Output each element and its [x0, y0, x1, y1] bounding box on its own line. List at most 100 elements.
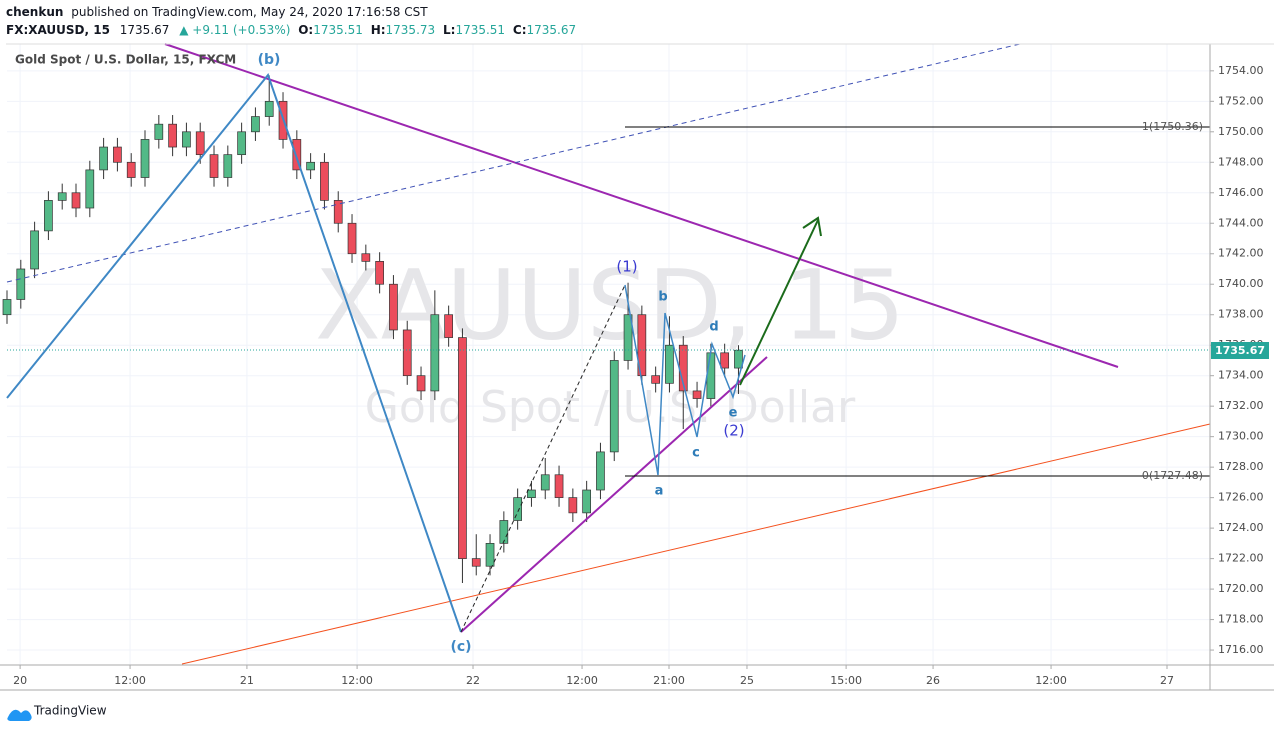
wave-line — [460, 284, 626, 633]
y-tick-label: 1750.00 — [1218, 125, 1264, 138]
ohlc-label: C: — [513, 23, 527, 37]
candle-body — [209, 154, 219, 178]
y-tick-label: 1754.00 — [1218, 64, 1264, 77]
wave-line — [624, 284, 746, 476]
candle-body — [375, 261, 384, 285]
y-tick-label: 1746.00 — [1218, 186, 1264, 199]
header-line: chenkun published on TradingView.com, Ma… — [6, 5, 428, 19]
x-tick-label: 27 — [1160, 674, 1174, 687]
candle-body — [513, 497, 522, 521]
candle-body — [554, 474, 564, 498]
candle-body — [237, 131, 246, 156]
price-tag-label: 1735.67 — [1215, 344, 1265, 357]
chart-title: Gold Spot / U.S. Dollar, 15, FXCM — [15, 53, 236, 67]
price-axis-bg — [1210, 44, 1274, 690]
ohlc-value: 1735.67 — [527, 23, 577, 37]
grid — [7, 44, 1210, 665]
x-tick-label: 25 — [740, 674, 754, 687]
candle-body — [306, 161, 315, 171]
candle-body — [458, 337, 467, 559]
candle-body — [665, 344, 674, 384]
y-tick-label: 1720.00 — [1218, 582, 1264, 595]
candle-body — [637, 314, 647, 377]
candle-body — [499, 520, 509, 544]
candle-body — [251, 116, 260, 133]
wave-line — [6, 72, 462, 633]
ohlc-value: 1735.73 — [386, 23, 436, 37]
y-tick-label: 1738.00 — [1218, 308, 1264, 321]
wave-label: a — [655, 484, 664, 499]
candle-body — [30, 230, 39, 270]
logo — [7, 709, 32, 721]
arrow — [739, 219, 819, 386]
wave-label: e — [729, 406, 738, 421]
wave-label: c — [692, 446, 700, 461]
y-tick-label: 1716.00 — [1218, 643, 1264, 656]
candle-body — [195, 131, 205, 156]
candle-body — [389, 283, 398, 331]
brand: TradingView — [33, 704, 107, 718]
wave-label: b — [658, 290, 667, 305]
candle-body — [2, 299, 12, 316]
candle-body — [333, 200, 343, 224]
fib-label: 1(1750.36) — [1142, 120, 1203, 133]
y-tick-label: 1748.00 — [1218, 155, 1264, 168]
candle-body — [113, 146, 122, 163]
price-tag — [1211, 342, 1269, 359]
candle-body — [168, 123, 177, 148]
y-tick-label: 1728.00 — [1218, 460, 1264, 473]
y-tick-label: 1752.00 — [1218, 94, 1264, 107]
candle-body — [71, 192, 81, 209]
drawings — [6, 43, 1211, 665]
candle-body — [596, 451, 605, 491]
candle-body — [154, 123, 164, 140]
change: ▲ +9.11 (+0.53%) — [179, 23, 290, 37]
candle-body — [609, 360, 619, 453]
channel-line — [181, 423, 1211, 665]
y-tick-label: 1724.00 — [1218, 521, 1264, 534]
candle-body — [57, 192, 67, 201]
wave-label: (c) — [450, 639, 471, 655]
candle-body — [85, 169, 95, 209]
x-tick-label: 12:00 — [341, 674, 373, 687]
y-tick-label: 1722.00 — [1218, 552, 1264, 565]
candles — [2, 75, 743, 583]
y-tick-label: 1726.00 — [1218, 491, 1264, 504]
candle-body — [568, 497, 578, 514]
candle-body — [651, 375, 661, 384]
candle-body — [99, 146, 108, 171]
candle-body — [623, 314, 633, 361]
x-tick-label: 22 — [466, 674, 480, 687]
candle-body — [471, 558, 481, 567]
y-tick-label: 1730.00 — [1218, 430, 1264, 443]
symbol: FX:XAUUSD, 15 — [6, 23, 110, 37]
x-tick-label: 15:00 — [830, 674, 862, 687]
wave-label: d — [709, 320, 718, 335]
candle-body — [444, 314, 453, 338]
y-tick-label: 1742.00 — [1218, 247, 1264, 260]
candle-body — [706, 352, 716, 399]
x-tick-label: 26 — [926, 674, 940, 687]
x-tick-label: 12:00 — [1035, 674, 1067, 687]
header: chenkun published on TradingView.com, Ma… — [6, 5, 576, 37]
y-tick-label: 1740.00 — [1218, 277, 1264, 290]
x-tick-label: 20 — [13, 674, 27, 687]
wave-label: (b) — [258, 52, 281, 68]
candle-body — [416, 375, 426, 392]
candle-body — [692, 390, 702, 399]
x-tick-label: 21 — [240, 674, 254, 687]
x-tick-label: 12:00 — [114, 674, 146, 687]
candle-body — [126, 161, 136, 178]
annotations: (b) (c) (1) b a c d e (2) 1(1750.36) 0(1… — [258, 52, 1203, 655]
wave-label: (1) — [616, 258, 637, 276]
wave-label: (2) — [723, 422, 744, 440]
published: published on TradingView.com, May 24, 20… — [71, 5, 428, 19]
trend-line — [460, 356, 768, 633]
price: 1735.67 — [120, 23, 170, 37]
ohlc-label: H: — [371, 23, 386, 37]
candle-body — [16, 268, 26, 300]
candle-body — [720, 352, 730, 369]
candle-body — [540, 474, 550, 491]
candle-body — [734, 349, 743, 369]
axes: 1716.00 1718.00 1720.00 1722.00 1724.00 1726.… — [13, 64, 1263, 687]
